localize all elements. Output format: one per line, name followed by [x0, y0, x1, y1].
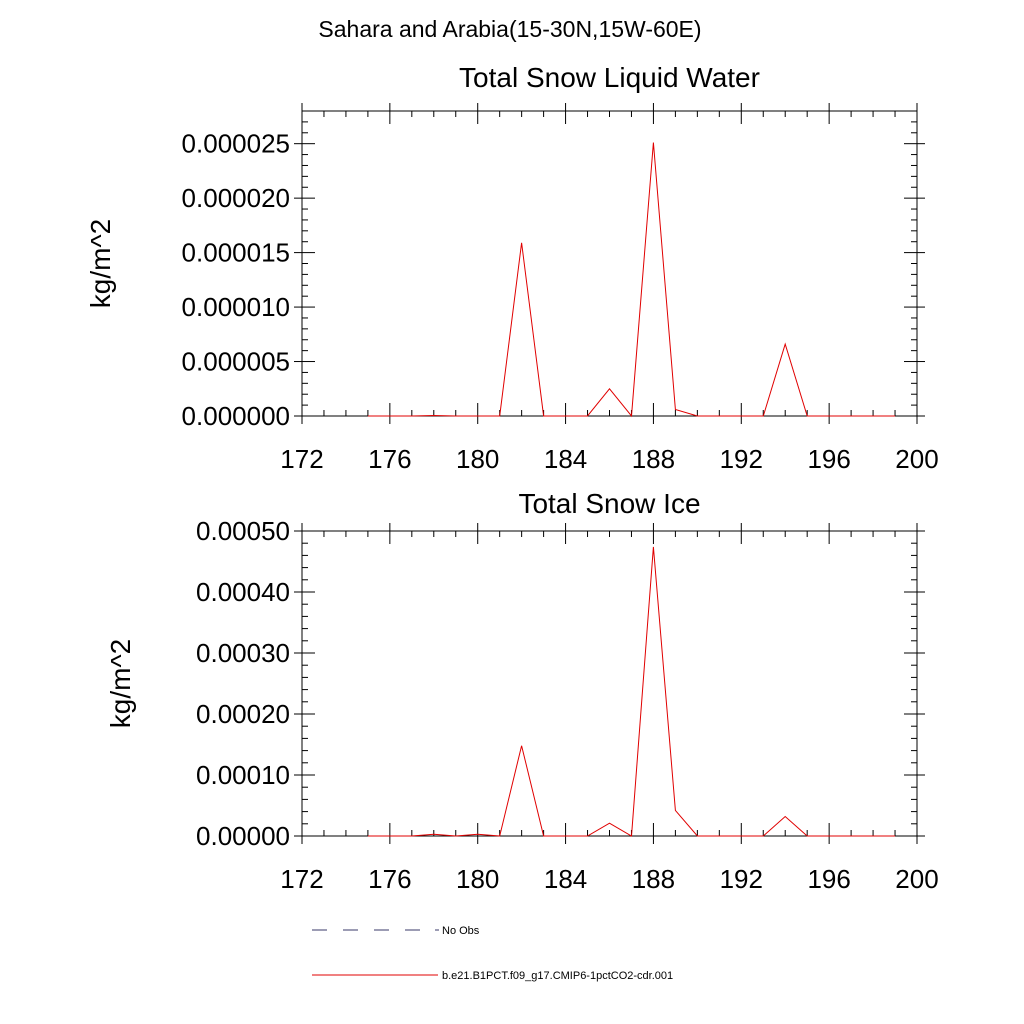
chart-title: Total Snow Liquid Water — [459, 62, 760, 93]
x-tick-label: 196 — [807, 444, 850, 474]
x-tick-label: 180 — [456, 444, 499, 474]
x-tick-label: 188 — [632, 444, 675, 474]
legend: No Obs b.e21.B1PCT.f09_g17.CMIP6-1pctCO2-… — [312, 925, 673, 982]
y-tick-label: 0.00010 — [196, 760, 290, 790]
y-tick-label: 0.00040 — [196, 577, 290, 607]
x-tick-label: 180 — [456, 864, 499, 894]
chart-snow-ice: 172 176 180 184 188 192 196 200 0.00000 0.00010 0.… — [105, 488, 939, 894]
y-tick-label: 0.000000 — [182, 401, 290, 431]
chart-snow-liquid-water: 172 176 180 184 188 192 196 200 0.000000 0.000005… — [85, 62, 939, 474]
y-tick-label: 0.000005 — [182, 347, 290, 377]
series-line — [367, 142, 895, 418]
plot-frame — [301, 530, 918, 837]
y-tick-label: 0.00050 — [196, 516, 290, 546]
y-tick-label: 0.000015 — [182, 238, 290, 268]
chart-title: Total Snow Ice — [518, 488, 700, 519]
x-tick-label: 172 — [280, 864, 323, 894]
y-tick-label: 0.000010 — [182, 292, 290, 322]
series-line — [367, 546, 895, 837]
x-tick-label: 184 — [544, 444, 587, 474]
y-tick-label: 0.00000 — [196, 821, 290, 851]
x-tick-label: 188 — [632, 864, 675, 894]
y-tick-label: 0.00020 — [196, 699, 290, 729]
x-tick-label: 184 — [544, 864, 587, 894]
page-title: Sahara and Arabia(15-30N,15W-60E) — [318, 16, 702, 42]
plot-frame — [301, 110, 918, 417]
x-tick-label: 172 — [280, 444, 323, 474]
x-tick-label: 196 — [807, 864, 850, 894]
y-axis-label: kg/m^2 — [105, 639, 136, 728]
legend-label: No Obs — [442, 925, 480, 937]
x-tick-label: 200 — [895, 444, 938, 474]
y-tick-label: 0.00030 — [196, 638, 290, 668]
x-tick-label: 192 — [720, 864, 763, 894]
y-tick-label: 0.000020 — [182, 183, 290, 213]
x-tick-label: 192 — [720, 444, 763, 474]
x-tick-label: 176 — [368, 444, 411, 474]
y-tick-label: 0.000025 — [182, 129, 290, 159]
x-tick-label: 200 — [895, 864, 938, 894]
y-axis-label: kg/m^2 — [85, 219, 116, 308]
legend-label: b.e21.B1PCT.f09_g17.CMIP6-1pctCO2-cdr.00… — [442, 970, 673, 982]
x-tick-label: 176 — [368, 864, 411, 894]
